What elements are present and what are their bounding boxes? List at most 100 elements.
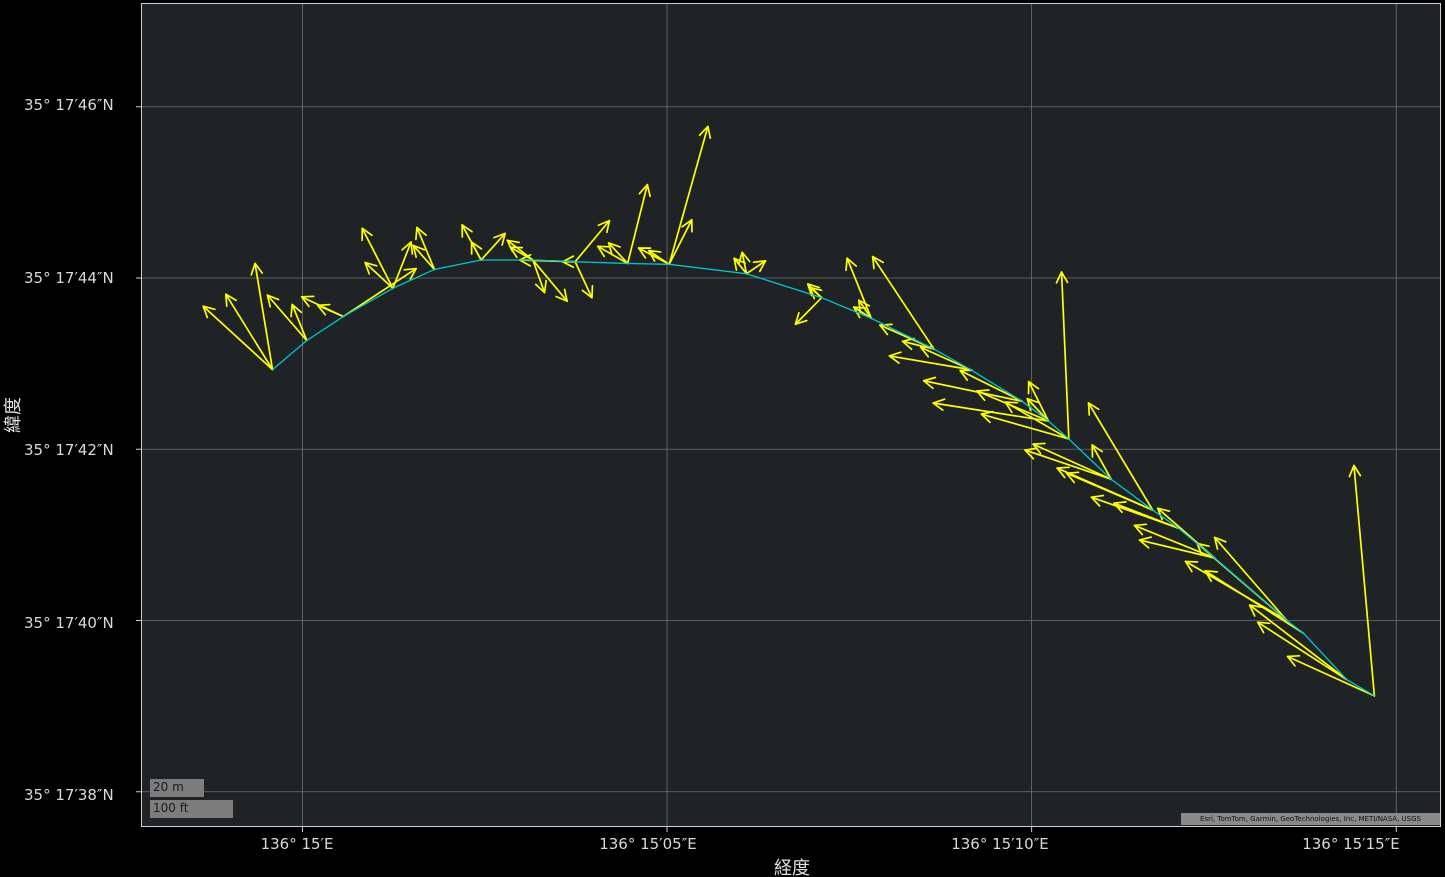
vector-shaft xyxy=(980,413,1070,440)
vector-arrowhead xyxy=(888,351,902,365)
map-attribution: Esri, TomTom, Garmin, GeoTechnologies, I… xyxy=(1181,813,1440,825)
vector-shaft xyxy=(316,304,345,318)
track-line xyxy=(272,259,1375,697)
vector-shaft xyxy=(1091,444,1112,481)
vector-arrow xyxy=(391,241,414,290)
vector-arrow xyxy=(871,255,935,350)
x-tick-label: 136° 15′15″E xyxy=(1302,835,1400,853)
y-axis-label: 緯度 xyxy=(3,397,24,433)
vector-arrow xyxy=(412,244,436,271)
vector-arrowhead xyxy=(316,303,331,316)
vector-shaft xyxy=(596,245,629,265)
vector-arrowhead xyxy=(1286,654,1301,667)
vector-arrowhead xyxy=(1133,523,1148,536)
vector-arrowhead xyxy=(202,305,216,319)
vector-shaft xyxy=(1248,604,1348,681)
vector-arrowhead xyxy=(493,232,506,246)
vector-shaft xyxy=(1256,621,1348,681)
vector-arrow xyxy=(794,296,823,326)
vector-arrow xyxy=(509,246,534,261)
vector-shaft xyxy=(391,241,412,290)
vector-shaft xyxy=(361,227,394,290)
vector-arrowhead xyxy=(1065,471,1080,484)
vector-arrow xyxy=(1055,271,1070,440)
vector-arrowhead xyxy=(1256,621,1271,634)
vector-shaft xyxy=(668,218,693,266)
vector-arrowhead xyxy=(1056,466,1070,479)
vector-shaft xyxy=(1032,443,1112,481)
vector-shaft xyxy=(1024,449,1112,481)
vector-shaft xyxy=(959,369,1024,403)
vector-arrow xyxy=(470,241,483,261)
vector-arrow xyxy=(480,232,506,261)
vector-shaft xyxy=(291,303,308,342)
vector-arrow xyxy=(342,267,418,318)
vector-arrow xyxy=(1248,604,1348,681)
vector-arrowhead xyxy=(681,218,693,233)
vector-arrow xyxy=(1027,380,1050,422)
vector-arrow xyxy=(959,369,1024,403)
vector-arrowhead xyxy=(534,279,547,294)
vector-arrowhead xyxy=(1204,569,1218,583)
vector-arrow xyxy=(596,245,629,265)
vector-arrow xyxy=(364,261,394,290)
vector-arrow xyxy=(415,226,436,271)
vector-arrow xyxy=(250,262,274,371)
vector-arrow xyxy=(737,251,751,275)
scale-bar-imperial: 100 ft xyxy=(150,800,233,818)
vector-shaft xyxy=(254,262,274,371)
vector-arrowhead xyxy=(1032,442,1046,455)
vector-arrow xyxy=(574,260,594,299)
vector-arrowhead xyxy=(647,249,662,262)
vector-arrowhead xyxy=(1213,536,1227,550)
vector-shaft xyxy=(1026,397,1050,422)
vector-shaft xyxy=(733,257,748,275)
vector-arrowhead xyxy=(1055,271,1069,284)
vector-arrowhead xyxy=(1024,447,1038,460)
vector-arrow xyxy=(532,259,547,294)
vector-shaft xyxy=(1113,502,1180,529)
vector-shaft xyxy=(741,251,748,275)
vector-arrowhead xyxy=(1004,401,1019,414)
vector-shaft xyxy=(607,242,629,265)
vector-arrowhead xyxy=(976,389,990,402)
vector-arrow xyxy=(845,257,873,320)
vector-shaft xyxy=(416,226,436,271)
vector-arrow xyxy=(1113,501,1180,529)
vector-arrowhead xyxy=(509,246,524,259)
x-tick-label: 136° 15′E xyxy=(260,835,334,853)
vector-arrowhead xyxy=(1091,444,1104,458)
vector-arrow xyxy=(1032,442,1112,481)
vector-arrow xyxy=(316,303,345,318)
vector-arrow xyxy=(532,259,568,302)
vector-shaft xyxy=(1065,472,1154,511)
vector-arrow xyxy=(361,227,394,290)
vector-shaft xyxy=(342,267,418,318)
vector-shaft xyxy=(532,259,568,302)
vector-shaft xyxy=(574,219,611,263)
vector-shaft xyxy=(509,246,534,261)
vector-arrowhead xyxy=(852,306,867,319)
x-axis-label: 経度 xyxy=(774,858,810,877)
graticule xyxy=(142,4,1440,826)
vector-arrowhead xyxy=(597,219,611,234)
vector-arrowhead xyxy=(415,226,427,241)
vector-arrowhead xyxy=(412,244,426,258)
vector-shaft xyxy=(794,296,823,326)
vector-shaft xyxy=(532,259,546,294)
vector-arrowhead xyxy=(806,283,821,297)
y-tick-label: 35° 17′38″N xyxy=(24,786,114,804)
vector-arrowhead xyxy=(794,311,808,326)
vector-shaft xyxy=(626,183,649,265)
vector-shaft xyxy=(901,340,935,350)
vector-shaft xyxy=(574,260,593,299)
vector-arrowhead xyxy=(637,247,652,259)
vector-arrowhead xyxy=(879,323,893,336)
vector-arrow xyxy=(266,294,308,342)
vector-arrow xyxy=(668,125,712,266)
vector-shaft xyxy=(846,257,873,320)
vector-arrow xyxy=(668,218,693,266)
vector-arrow xyxy=(1091,444,1112,481)
